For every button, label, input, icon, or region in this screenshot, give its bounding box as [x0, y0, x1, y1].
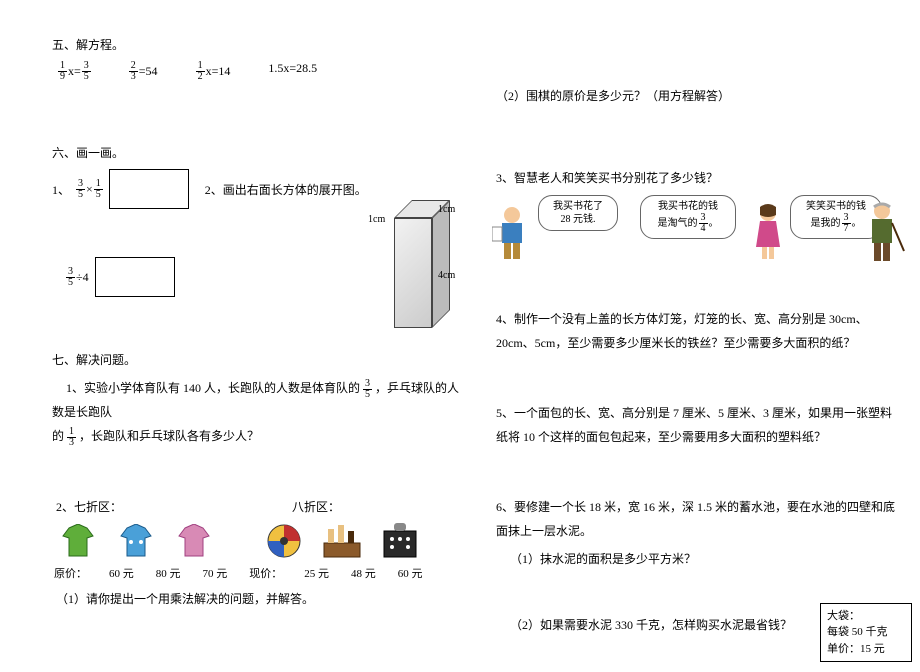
q2-sub2: （2）围棋的原价是多少元？（用方程解答）: [496, 86, 902, 106]
price-row: 原价： 60 元 80 元 70 元 现价： 25 元 48 元 60 元: [54, 565, 462, 581]
question-5: 5、一个面包的长、宽、高分别是 7 厘米、5 厘米、3 厘米，如果用一张塑料纸将…: [496, 401, 902, 449]
person-2-icon: [748, 203, 788, 259]
eq-2: 23 =54: [129, 61, 158, 82]
clothing-icon-3: [174, 521, 214, 561]
cuboid-figure: 1cm 1cm 4cm: [394, 200, 464, 340]
eq-1: 19 x= 35: [58, 61, 91, 82]
section-7-title: 七、解决问题。: [52, 351, 462, 368]
price-label-right: 现价：: [249, 565, 282, 581]
game-icon-3: [380, 521, 420, 561]
eq-3: 12 x=14: [196, 61, 231, 82]
price-label-left: 原价：: [54, 565, 87, 581]
question-3: 3、智慧老人和笑笑买书分别花了多少钱？: [496, 168, 902, 188]
box-line-1: 大袋：: [827, 608, 905, 625]
q2-sub1: （1）请你提出一个用乘法解决的问题，并解答。: [56, 589, 462, 609]
person-3-icon: [862, 201, 906, 263]
equation-row: 19 x= 35 23 =54 12 x=14 1.5x=28.5: [58, 61, 462, 82]
draw-1-label: 1、: [52, 181, 70, 198]
zone-7-label: 2、七折区：: [56, 498, 122, 515]
person-1-icon: [492, 205, 532, 261]
clothing-icon-2: [116, 521, 156, 561]
section-5-title: 五、解方程。: [52, 36, 462, 53]
cuboid-label-4cm: 4cm: [438, 270, 455, 281]
draw-2-label: 2、画出右面长方体的展开图。: [205, 181, 367, 198]
box-line-3: 单价：15 元: [827, 641, 905, 658]
section-6-title: 六、画一画。: [52, 144, 462, 161]
clothing-icon-1: [58, 521, 98, 561]
eq-4: 1.5x=28.5: [268, 61, 317, 82]
zone-8-label: 八折区：: [292, 498, 340, 515]
draw-box-1: [109, 169, 189, 209]
cement-price-box: 大袋： 每袋 50 千克 单价：15 元: [820, 603, 912, 663]
draw-2-frac: 35 ÷4: [66, 267, 89, 288]
draw-1-frac: 35 × 15: [76, 179, 103, 200]
question-1: 1、实验小学体育队有 140 人，长跑队的人数是体育队的 35 ，乒乓球队的人数…: [52, 376, 462, 448]
question-6: 6、要修建一个长 18 米，宽 16 米，深 1.5 米的蓄水池，要在水池的四壁…: [496, 495, 902, 543]
q6-sub1: （1）抹水泥的面积是多少平方米？: [510, 549, 902, 569]
game-icon-1: [264, 521, 304, 561]
box-line-2: 每袋 50 千克: [827, 624, 905, 641]
question-4: 4、制作一个没有上盖的长方体灯笼，灯笼的长、宽、高分别是 30cm、20cm、5…: [496, 307, 902, 355]
cuboid-label-1cm-b: 1cm: [438, 204, 455, 215]
items-row: [58, 521, 462, 561]
bubble-scene: 我买书花了28 元钱. 我买书花的钱 是淘气的 34 。 笑笑买书的钱 是我的 …: [492, 195, 902, 275]
bubble-1: 我买书花了28 元钱.: [538, 195, 618, 231]
game-icon-2: [322, 521, 362, 561]
bubble-2: 我买书花的钱 是淘气的 34 。: [640, 195, 736, 239]
cuboid-label-1cm-a: 1cm: [368, 214, 385, 225]
draw-box-2: [95, 257, 175, 297]
